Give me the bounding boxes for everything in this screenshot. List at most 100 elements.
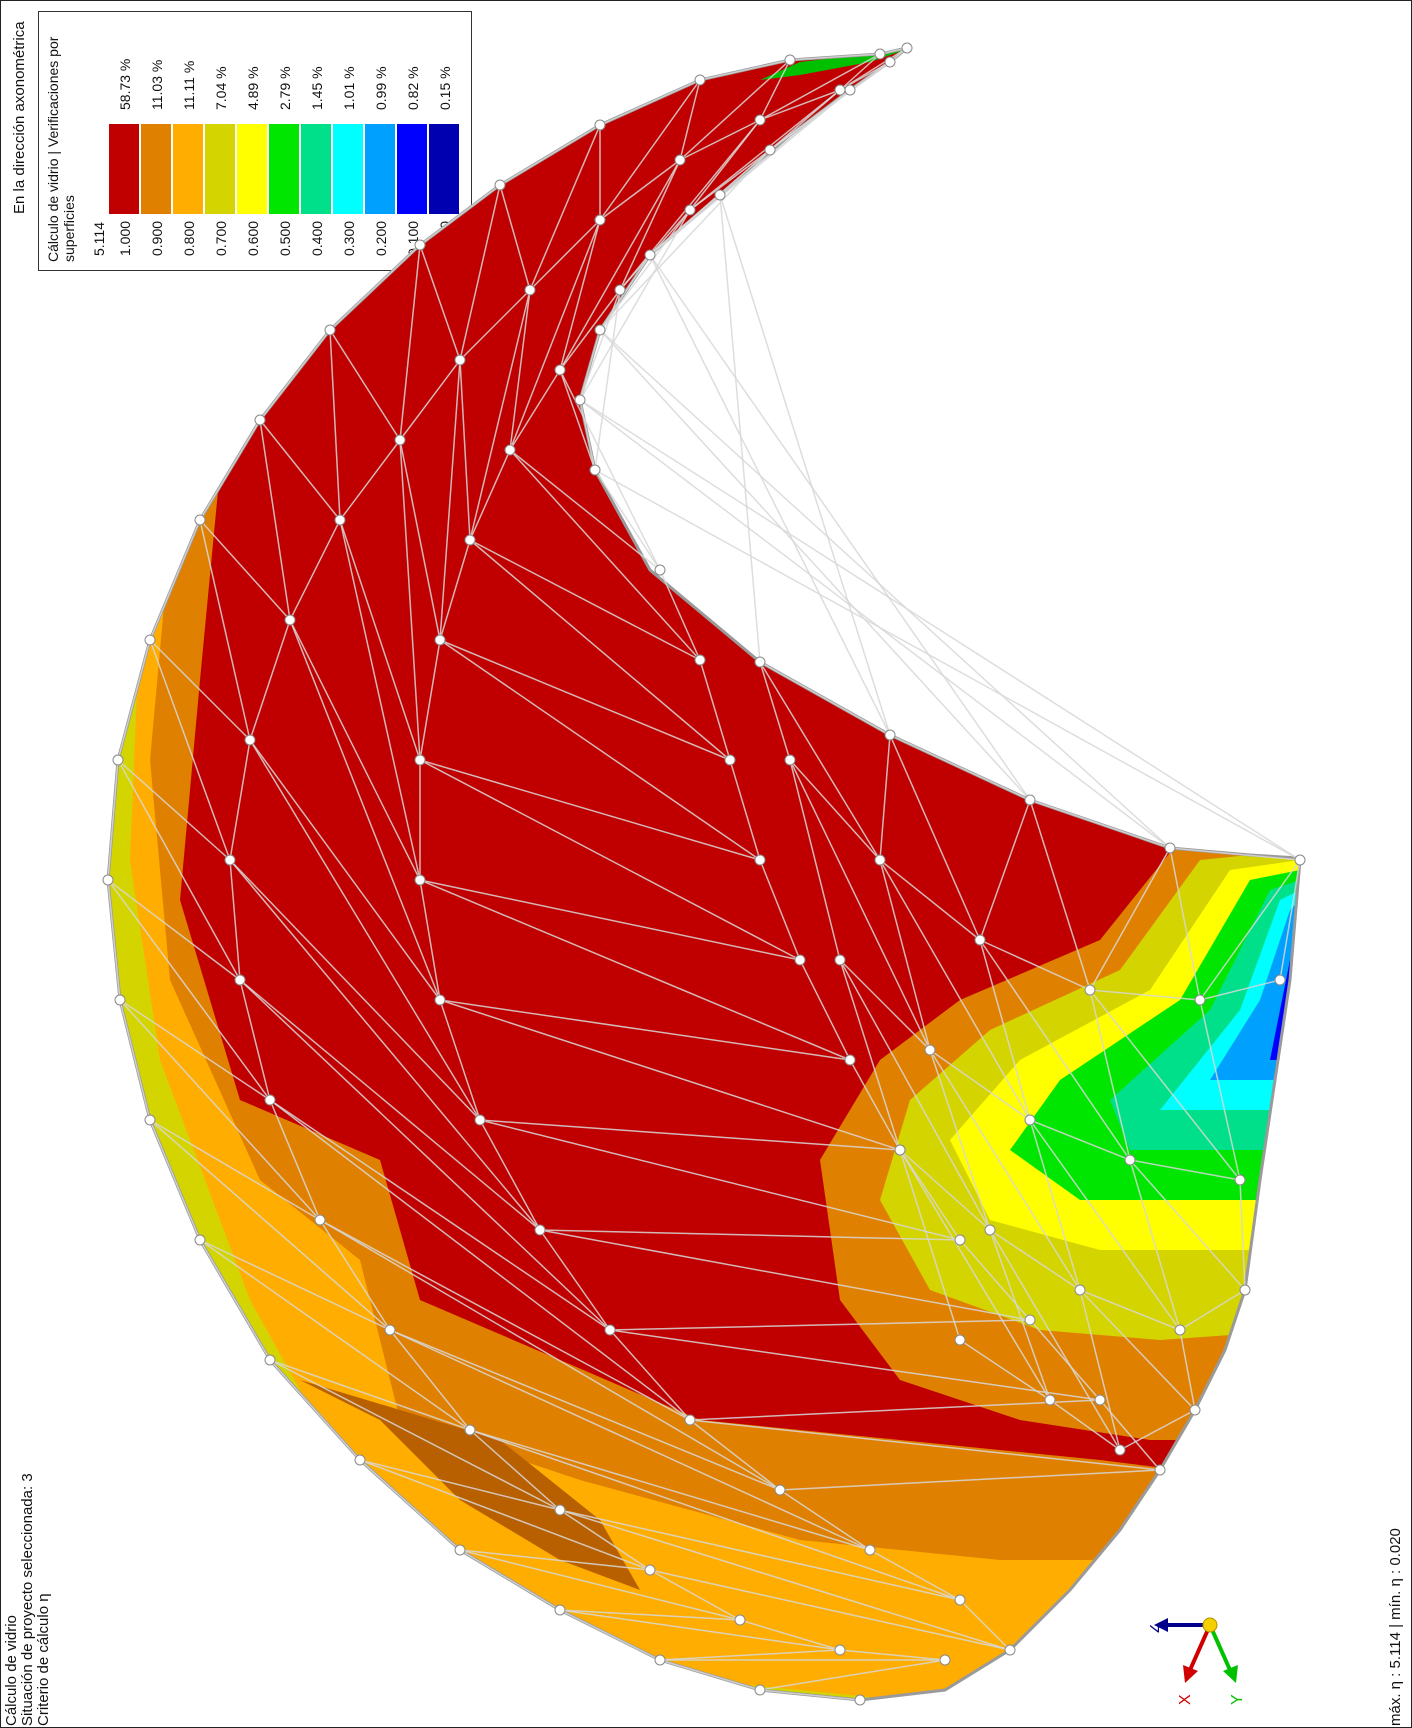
mesh-line [339,519,421,761]
mesh-node [754,114,766,126]
mesh-line [759,1659,946,1691]
mesh-line [469,449,511,541]
mesh-line [359,1459,461,1551]
mesh-line [269,1359,471,1431]
mesh-line [149,1119,321,1221]
mesh-line [119,999,151,1121]
mesh-line [499,184,531,291]
mesh-line [559,1609,741,1621]
mesh-node [524,284,536,296]
mesh-line [269,1099,691,1421]
mesh-line [419,879,851,1061]
mesh-node [1194,994,1206,1006]
mesh-node [284,614,296,626]
mesh-node [844,1054,856,1066]
mesh-node [834,954,846,966]
mesh-node [1024,1314,1036,1326]
mesh-line [929,1049,991,1231]
mesh-line [459,1549,561,1611]
mesh-line [117,759,231,861]
mesh-line [579,399,596,471]
mesh-line [599,209,691,331]
mesh-node [874,854,886,866]
mesh-node [1024,1114,1036,1126]
mesh-node [1234,1174,1246,1186]
mesh-node [254,414,266,426]
mesh-node [644,249,656,261]
mesh-line [559,1509,1011,1651]
mesh-line [559,219,601,371]
mesh-line [539,1229,611,1331]
mesh-line [1089,989,1201,1001]
mesh-line [719,194,761,663]
mesh-line [839,47,908,91]
mesh-line [1199,999,1241,1181]
mesh-line [659,1659,761,1691]
mesh-node [684,204,696,216]
mesh-line [959,1239,1031,1321]
mesh-line [839,53,881,91]
mesh-node [1294,854,1306,866]
mesh-line [979,939,1091,991]
x-axis-arrow [1183,1665,1198,1683]
mesh-line [559,289,621,371]
mesh-node [854,1694,866,1706]
mesh-line [229,859,241,981]
mesh-line [799,959,851,1061]
mesh-line [389,1329,471,1431]
mesh-node [734,1614,746,1626]
mesh-line [899,1149,961,1241]
mesh-line [249,739,441,1001]
mesh-line [839,1649,946,1661]
mesh-line [419,639,441,761]
mesh-node [654,564,666,576]
mesh-line [739,1619,841,1651]
mesh-node [394,434,406,446]
mesh-line [1129,1159,1181,1331]
mesh-line [929,1049,1031,1121]
x-axis-line [1188,1624,1212,1671]
mesh-node [614,284,626,296]
mesh-line [529,219,601,291]
mesh-line [199,519,251,741]
mesh-node [714,189,726,201]
mesh-line [899,1149,961,1341]
mesh-line [759,89,841,121]
mesh-line [759,661,791,761]
mesh-node [954,1594,966,1606]
legend-swatch [333,124,364,214]
mesh-line [289,619,421,881]
mesh-line [599,254,651,331]
legend-swatch [141,124,172,214]
mesh-line [1089,989,1131,1161]
mesh-line [439,999,851,1061]
mesh-node [1004,1644,1016,1656]
mesh-line [529,124,601,291]
mesh-line [839,959,901,1151]
mesh-node [1154,1464,1166,1476]
mesh-node [1024,794,1036,806]
mesh-line [594,289,621,471]
mesh-line [979,939,1131,1161]
mesh-line [1029,1119,1181,1331]
mesh-line [839,959,991,1231]
mesh-node [1189,1404,1201,1416]
mesh-line [229,859,481,1121]
mesh-line [559,1609,661,1661]
mesh-node [244,734,256,746]
mesh-line [117,759,241,981]
mesh-line [599,329,1171,849]
mesh-line [1029,799,1091,991]
mesh-line [929,1049,1081,1291]
mesh-line [594,469,1301,861]
mesh-line [649,1569,741,1621]
mesh-nodes [102,42,1306,1706]
mesh-node [414,754,426,766]
mesh-node [264,1354,276,1366]
mesh-line [199,519,291,621]
mesh-node [834,1644,846,1656]
mesh-line [419,879,441,1001]
mesh-node [474,1114,486,1126]
mesh-line [149,1119,201,1241]
